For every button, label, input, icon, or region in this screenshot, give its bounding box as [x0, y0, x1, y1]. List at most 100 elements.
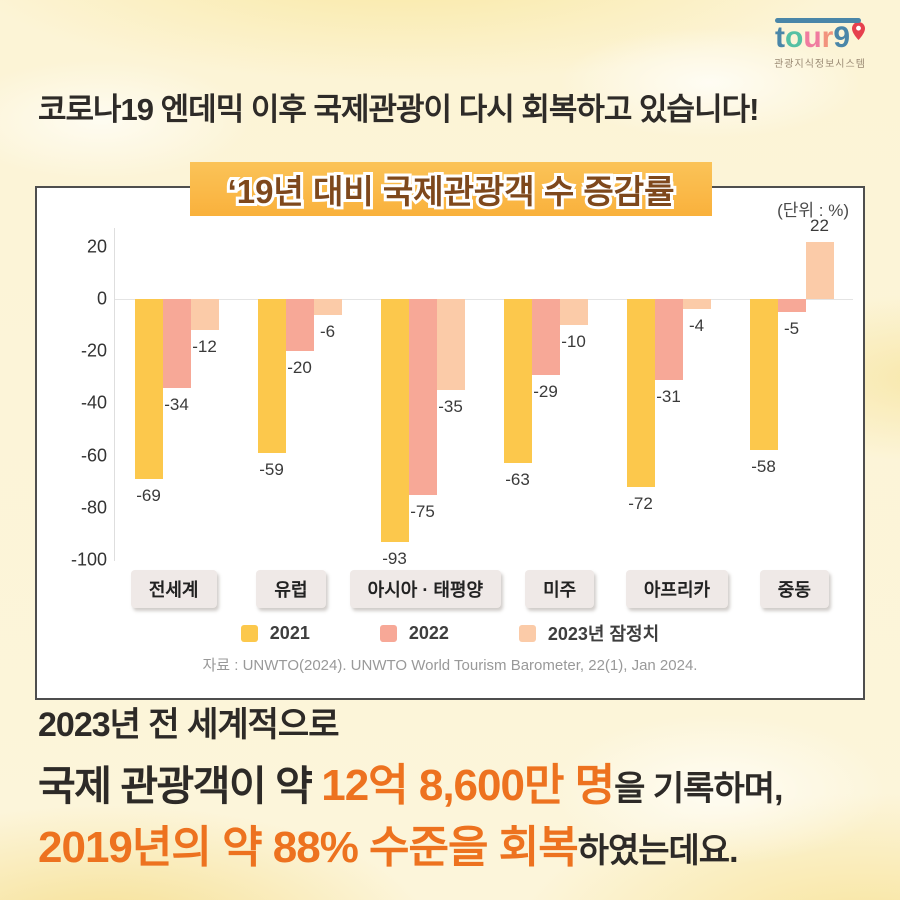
bar	[257, 299, 286, 453]
bar-value-label: -4	[688, 316, 705, 336]
category-label: 아프리카	[625, 570, 729, 608]
legend-label: 2023년 잠정치	[547, 624, 660, 644]
category-label: 미주	[525, 570, 595, 608]
bar-stack: -93 -75 -35	[380, 228, 465, 568]
page-title: 코로나19 엔데믹 이후 국제관광이 다시 회복하고 있습니다!	[38, 92, 759, 127]
chart-group: -59 -20 -6	[238, 228, 361, 560]
bar-value-label: -5	[783, 319, 800, 339]
bar	[654, 299, 683, 380]
logo-letter: r	[821, 21, 834, 54]
legend-label: 2021	[269, 622, 310, 643]
bar	[749, 299, 778, 451]
y-tick-label: 0	[96, 288, 107, 309]
y-tick-label: -20	[80, 340, 107, 361]
chart-panel: (단위 : %) 20 0 -20 -40 -60 -80 -100 -69 -34 -12 -5…	[35, 186, 865, 700]
category-axis: 전세계 유럽 아시아 · 태평양 미주 아프리카 중동	[115, 570, 853, 608]
bar-stack: -58 -5 22	[749, 216, 834, 560]
bar	[503, 299, 532, 464]
zero-baseline	[115, 299, 853, 300]
logo-wordmark: tour9	[775, 21, 850, 54]
logo-letter: 9	[833, 21, 851, 54]
chart-group: -63 -29 -10	[484, 228, 607, 560]
summary-line-2: 국제 관광객이 약 12억 8,600만 명을 기록하며,	[38, 761, 783, 810]
bar-value-label: -69	[136, 486, 161, 506]
legend-item: 2021	[240, 622, 310, 644]
legend-label: 2022	[408, 622, 449, 643]
bar-value-label: -31	[656, 386, 681, 406]
bar	[190, 299, 219, 331]
bar-value-label: -10	[561, 332, 586, 352]
summary-line-1: 2023년 전 세계적으로	[38, 706, 340, 744]
logo-top-bar	[774, 18, 861, 23]
bar	[805, 241, 834, 299]
tourgo-logo: tour9 관광지식정보시스템	[760, 16, 880, 70]
bar	[682, 299, 711, 310]
logo-letter: o	[784, 21, 804, 54]
bar-stack: -72 -31 -4	[626, 228, 711, 560]
unit-label: (단위 : %)	[777, 201, 849, 220]
bar	[436, 299, 465, 391]
y-axis-line	[114, 228, 115, 561]
bar-stack: -63 -29 -10	[503, 228, 588, 560]
chart-group: -93 -75 -35	[361, 228, 484, 568]
bar	[313, 299, 342, 315]
bar-value-label: -35	[438, 397, 463, 417]
bar-stack: -59 -20 -6	[257, 228, 342, 560]
bar	[531, 299, 560, 375]
y-tick-label: -100	[70, 549, 107, 570]
location-pin-icon	[852, 22, 866, 45]
bar-value-label: -59	[259, 459, 284, 479]
category-cell: 미주	[501, 570, 618, 608]
bar-value-label: -93	[382, 548, 407, 568]
legend-swatch	[240, 624, 258, 642]
bar-value-label: -58	[751, 457, 776, 477]
chart-title-badge: ‘19년 대비 국제관광객 수 증감률	[190, 162, 712, 216]
bar-value-label: -63	[505, 470, 530, 490]
bar-value-label: -6	[319, 321, 336, 341]
category-cell: 유럽	[232, 570, 349, 608]
legend-item: 2022	[379, 622, 449, 644]
category-label: 아시아 · 태평양	[349, 570, 502, 608]
summary-line2-dark: 국제 관광객이 약	[38, 763, 322, 809]
bar-value-label: -29	[533, 381, 558, 401]
y-axis-ticks: 20 0 -20 -40 -60 -80 -100	[37, 188, 107, 698]
bar-value-label: -72	[628, 493, 653, 513]
legend-swatch	[379, 624, 397, 642]
category-cell: 아시아 · 태평양	[349, 570, 502, 608]
y-tick-label: -80	[80, 497, 107, 518]
logo-letter: u	[803, 21, 822, 54]
chart-group: -72 -31 -4	[607, 228, 730, 560]
summary-text: 2023년 전 세계적으로 국제 관광객이 약 12억 8,600만 명을 기록…	[38, 706, 783, 870]
y-tick-label: -60	[80, 445, 107, 466]
category-cell: 중동	[736, 570, 853, 608]
category-label: 전세계	[130, 570, 217, 608]
plot-area: -69 -34 -12 -59 -20 -6 -93 -75 -35 -63 -29 -10 -72 -3…	[115, 216, 853, 568]
category-cell: 아프리카	[618, 570, 735, 608]
logo-subtitle: 관광지식정보시스템	[774, 59, 866, 70]
summary-line3-highlight: 2019년의 약 88% 수준을 회복	[38, 823, 579, 872]
bar-value-label: -20	[287, 358, 312, 378]
bar-value-label: -12	[192, 337, 217, 357]
chart-title: ‘19년 대비 국제관광객 수 증감률	[225, 170, 678, 213]
y-tick-label: 20	[86, 236, 107, 257]
bar-value-label: 22	[810, 215, 829, 235]
category-label: 유럽	[256, 570, 326, 608]
bar	[380, 299, 409, 542]
bar	[285, 299, 314, 352]
bar	[408, 299, 437, 495]
summary-line-3: 2019년의 약 88% 수준을 회복하였는데요.	[38, 826, 782, 870]
summary-line3-suffix: 하였는데요.	[577, 832, 739, 870]
bar-stack: -69 -34 -12	[134, 228, 219, 560]
bar	[777, 299, 806, 313]
chart-legend: 2021 2022 2023년 잠정치	[37, 620, 863, 646]
source-note: 자료 : UNWTO(2024). UNWTO World Tourism Ba…	[202, 657, 698, 674]
legend-item: 2023년 잠정치	[518, 620, 660, 646]
bar-value-label: -34	[164, 394, 189, 414]
bar	[162, 299, 191, 388]
bar	[559, 299, 588, 326]
bar	[134, 299, 163, 480]
category-cell: 전세계	[115, 570, 232, 608]
category-label: 중동	[759, 570, 829, 608]
summary-line2-highlight: 12억 8,600만 명	[321, 761, 615, 810]
chart-group: -58 -5 22	[730, 216, 853, 560]
